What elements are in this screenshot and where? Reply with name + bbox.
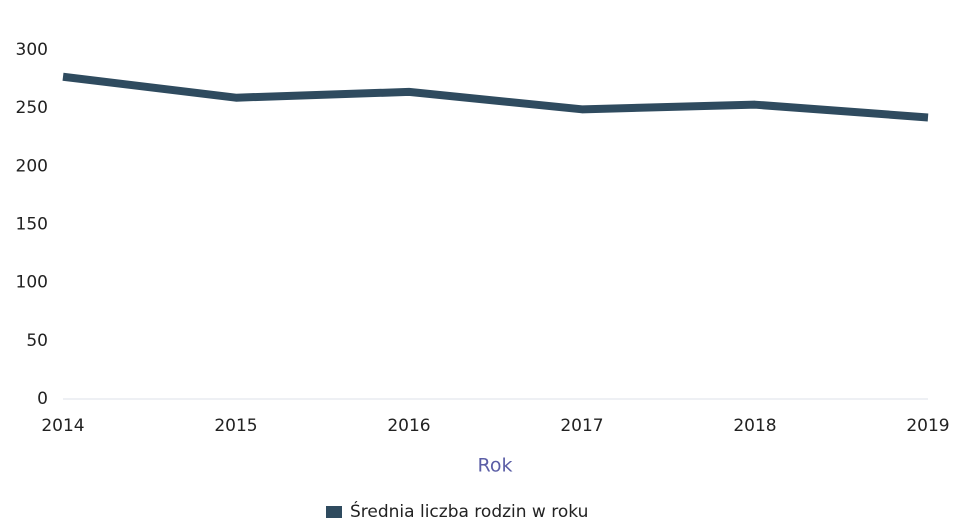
y-tick-label: 0 <box>37 389 48 409</box>
x-tick-label: 2014 <box>41 416 84 436</box>
y-tick-label: 200 <box>16 156 48 176</box>
legend-swatch <box>326 506 342 518</box>
x-tick-label: 2019 <box>906 416 949 436</box>
x-tick-label: 2015 <box>214 416 257 436</box>
x-tick-label: 2017 <box>560 416 603 436</box>
y-tick-label: 250 <box>16 98 48 118</box>
line-series <box>62 72 929 122</box>
legend-label: Średnia liczba rodzin w roku <box>350 500 588 522</box>
x-tick-label: 2016 <box>387 416 430 436</box>
y-tick-label: 300 <box>16 40 48 60</box>
y-tick-label: 100 <box>16 273 48 293</box>
x-tick-label: 2018 <box>733 416 776 436</box>
y-tick-label: 50 <box>26 331 48 351</box>
y-tick-label: 150 <box>16 215 48 235</box>
x-axis-label: Rok <box>478 455 513 477</box>
